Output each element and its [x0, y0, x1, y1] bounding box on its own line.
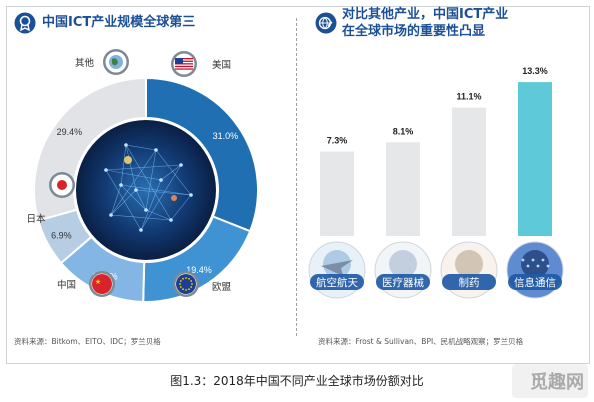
- bar-1: [386, 142, 420, 236]
- slice-label-4: 29.4%: [57, 127, 83, 137]
- region-name-0: 美国: [212, 59, 231, 71]
- industry-pill-3: [508, 274, 562, 290]
- region-name-4: 其他: [75, 57, 95, 69]
- figure-caption: 图1.3：2018年中国不同产业全球市场份额对比: [170, 374, 424, 388]
- usa-flag-icon: [171, 51, 197, 77]
- slice-label-3: 6.9%: [51, 230, 72, 240]
- panel-divider: [296, 18, 297, 336]
- globe-icon: [103, 49, 129, 75]
- region-name-1: 欧盟: [212, 281, 232, 293]
- watermark-text: 觅趣网: [530, 372, 584, 393]
- bar-2: [452, 107, 486, 236]
- industry-name-0: 航空航天: [316, 276, 358, 289]
- bar-chart: 7.3% 航空航天 8.1% 医疗器械 11.1% 制药 13.3% 信息通信: [308, 66, 564, 299]
- japan-flag-icon: [49, 172, 75, 198]
- left-source-note: 资料来源：Bitkom、EITO、IDC；罗兰贝格: [14, 337, 161, 346]
- svg-text:★: ★: [95, 278, 101, 286]
- right-panel-title-line1: 对比其他产业，中国ICT产业: [342, 7, 509, 22]
- region-name-3: 日本: [26, 213, 46, 225]
- bar-0: [320, 151, 354, 236]
- donut-slice-0: [145, 76, 259, 233]
- right-source-note: 资料来源：Frost & Sullivan、BPI、民机战略观察；罗兰贝格: [318, 337, 524, 346]
- slice-label-1: 19.4%: [186, 265, 212, 275]
- bar-value-label-1: 8.1%: [393, 126, 414, 136]
- china-flag-icon: ★: [89, 271, 115, 297]
- eu-flag-icon: [173, 271, 199, 297]
- right-panel-title-line2: 在全球市场的重要性凸显: [342, 24, 486, 39]
- industry-pill-0: [310, 274, 364, 290]
- slice-label-0: 31.0%: [213, 131, 239, 141]
- region-name-2: 中国: [57, 279, 76, 291]
- watermark-badge: [512, 364, 588, 398]
- industry-name-1: 医疗器械: [382, 276, 424, 289]
- industry-name-2: 制药: [459, 276, 480, 289]
- industry-name-3: 信息通信: [514, 276, 556, 289]
- neural-network-graphic: [104, 143, 193, 232]
- bar-value-label-2: 11.1%: [456, 92, 481, 102]
- industry-pill-2: [442, 274, 496, 290]
- bar-value-label-0: 7.3%: [327, 136, 348, 146]
- award-ribbon-icon: [14, 12, 36, 34]
- ai-brain-image: [76, 120, 216, 260]
- globe-chart-icon: [315, 12, 337, 34]
- left-panel-title: 中国ICT产业规模全球第三: [42, 15, 196, 30]
- bar-value-label-3: 13.3%: [522, 66, 548, 76]
- bar-3: [518, 82, 552, 236]
- industry-pill-1: [376, 274, 430, 290]
